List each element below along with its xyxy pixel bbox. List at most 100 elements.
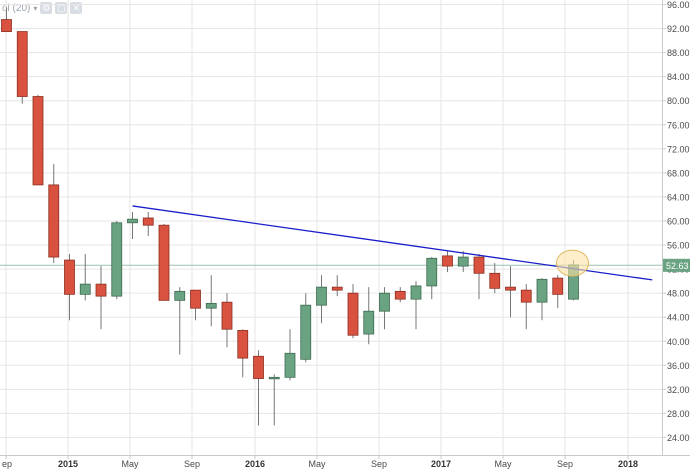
candle-body: [174, 290, 186, 301]
x-tick-label: Sep: [557, 459, 573, 469]
candle-body: [363, 310, 375, 335]
candle[interactable]: [64, 254, 75, 321]
chevron-down-icon[interactable]: ▾: [33, 3, 38, 13]
candle[interactable]: [221, 293, 233, 348]
candle[interactable]: [442, 251, 453, 273]
candle[interactable]: [363, 287, 375, 345]
y-tick-label: 24.00: [667, 433, 690, 443]
candle[interactable]: [48, 163, 60, 264]
candle-body: [205, 302, 217, 309]
y-tick-label: 72.00: [667, 144, 690, 154]
candle[interactable]: [127, 211, 138, 240]
candle[interactable]: [331, 275, 343, 297]
x-tick-label: May: [308, 459, 326, 469]
x-tick-label: May: [121, 459, 139, 469]
candle[interactable]: [300, 293, 312, 363]
candle[interactable]: [520, 284, 532, 330]
candles: [1, 7, 579, 426]
candle-body: [237, 330, 249, 359]
y-tick-label: 76.00: [667, 120, 690, 130]
y-tick-label: 96.00: [667, 0, 690, 10]
y-tick-label: 32.00: [667, 385, 690, 395]
candle[interactable]: [16, 31, 28, 104]
candle[interactable]: [142, 211, 154, 237]
candle-body: [268, 376, 280, 380]
candle-body: [520, 289, 532, 303]
y-tick-label: 88.00: [667, 48, 690, 58]
candle[interactable]: [32, 94, 44, 186]
candle-body: [410, 285, 422, 300]
candle[interactable]: [473, 254, 485, 300]
x-tick-label: ep: [2, 459, 12, 469]
candle-body: [347, 292, 359, 336]
candle[interactable]: [190, 289, 201, 321]
candle[interactable]: [174, 287, 186, 355]
candle-body: [79, 283, 91, 295]
candle[interactable]: [268, 374, 280, 426]
candle-body: [331, 286, 343, 291]
candle[interactable]: [1, 7, 12, 32]
candle[interactable]: [394, 287, 406, 303]
candle-body: [379, 292, 390, 312]
candle-body: [190, 289, 201, 309]
y-tick-label: 56.00: [667, 241, 690, 251]
last-price-label: 52.63: [666, 261, 689, 271]
candle[interactable]: [253, 350, 264, 426]
y-tick-label: 84.00: [667, 72, 690, 82]
candle-body: [48, 184, 60, 258]
candle[interactable]: [379, 287, 390, 330]
candle[interactable]: [79, 254, 91, 301]
last-price-tag-bg: [663, 258, 690, 272]
candle-body: [127, 218, 138, 224]
candle[interactable]: [111, 220, 123, 300]
y-tick-label: 48.00: [667, 289, 690, 299]
candle-body: [473, 256, 485, 274]
grid: [0, 0, 690, 456]
x-tick-label: 2015: [58, 459, 78, 469]
candle[interactable]: [237, 329, 249, 378]
y-tick-label: 92.00: [667, 24, 690, 34]
candle-body: [442, 255, 453, 267]
candle[interactable]: [489, 263, 501, 294]
candle-body: [158, 224, 170, 301]
x-tick-label: Sep: [184, 459, 200, 469]
last-price-tag: 52.63: [663, 258, 690, 272]
candle[interactable]: [95, 266, 107, 330]
candle[interactable]: [457, 251, 469, 273]
candle[interactable]: [205, 275, 217, 327]
candle-body: [300, 304, 312, 360]
x-tick-label: 2018: [618, 459, 638, 469]
candle[interactable]: [316, 275, 327, 324]
overlay: [132, 205, 653, 281]
candle[interactable]: [158, 223, 170, 301]
candle[interactable]: [284, 329, 296, 381]
highlight-ellipse[interactable]: [556, 249, 589, 277]
indicator-label[interactable]: ol (20): [2, 2, 31, 14]
candle-body: [111, 222, 123, 297]
candle[interactable]: [410, 281, 422, 330]
candle-body: [142, 217, 154, 226]
candle[interactable]: [347, 284, 359, 339]
y-tick-label: 64.00: [667, 192, 690, 202]
x-tick-label: Sep: [371, 459, 387, 469]
candle-body: [1, 19, 12, 32]
candle-body: [426, 257, 438, 287]
candle[interactable]: [426, 257, 438, 300]
candle-body: [16, 31, 28, 97]
candle-body: [221, 301, 233, 330]
y-tick-label: 40.00: [667, 337, 690, 347]
x-tick-label: 2017: [431, 459, 451, 469]
y-tick-label: 28.00: [667, 409, 690, 419]
candle[interactable]: [505, 266, 516, 318]
candle[interactable]: [536, 278, 548, 321]
candle[interactable]: [552, 275, 564, 309]
x-tick-label: May: [494, 459, 512, 469]
candle-body: [552, 277, 564, 295]
y-tick-label: 44.00: [667, 313, 690, 323]
candle-body: [64, 259, 75, 295]
candle-body: [284, 352, 296, 378]
candle-body: [505, 286, 516, 291]
candle-body: [253, 355, 264, 379]
y-tick-label: 60.00: [667, 216, 690, 226]
